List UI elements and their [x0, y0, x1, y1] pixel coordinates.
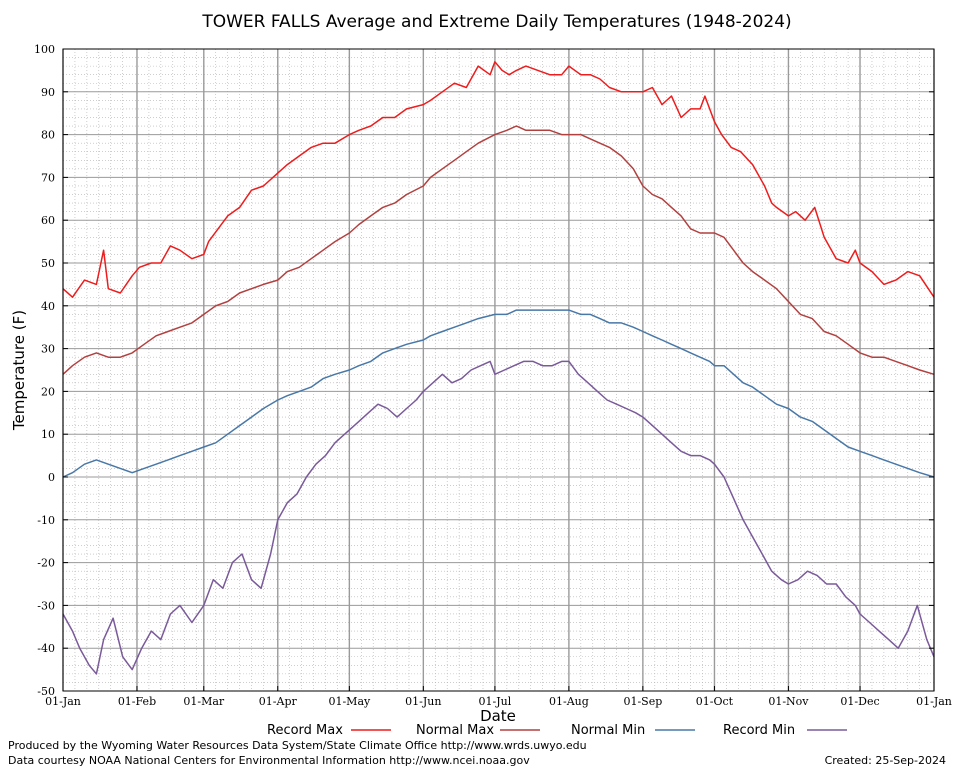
legend-label: Record Min	[723, 723, 795, 738]
x-tick-label: 01-Mar	[183, 695, 225, 708]
plot-frame	[62, 48, 935, 692]
y-tick-label: 70	[41, 171, 55, 184]
legend-label: Record Max	[267, 723, 343, 738]
y-tick-label: -10	[37, 514, 55, 527]
x-tick-label: 01-Sep	[623, 695, 662, 708]
y-tick-label: 50	[41, 257, 55, 270]
y-tick-label: 80	[41, 129, 55, 142]
y-tick-label: -20	[37, 557, 55, 570]
y-tick-label: 20	[41, 385, 55, 398]
y-tick-label: 100	[34, 43, 55, 56]
y-tick-label: 0	[48, 471, 55, 484]
y-tick-label: -40	[37, 642, 55, 655]
x-tick-label: 01-Oct	[696, 695, 734, 708]
x-tick-label: 01-Jul	[479, 695, 512, 708]
x-tick-label: 01-Jun	[405, 695, 441, 708]
x-axis-ticks: 01-Jan 01-Feb 01-Mar 01-Apr 01-May 01-Jun 01-J…	[45, 686, 952, 708]
x-tick-label: 01-Jan	[45, 695, 81, 708]
x-tick-label: 01-Nov	[768, 695, 809, 708]
data-courtesy-note: Data courtesy NOAA National Centers for …	[8, 754, 530, 767]
minor-gridlines	[63, 49, 934, 691]
y-axis-ticks: -50 -40 -30 -20 -10 0 10 20 30 40 50 60 70 80 90 100	[34, 43, 934, 698]
produced-by-note: Produced by the Wyoming Water Resources …	[8, 739, 587, 752]
chart-title: TOWER FALLS Average and Extreme Daily Te…	[201, 12, 791, 32]
created-date: Created: 25-Sep-2024	[825, 754, 946, 767]
x-tick-label: 01-May	[328, 695, 371, 708]
series-line-record-min	[62, 360, 935, 675]
legend: Record Max Normal Max Normal Min Record Min	[267, 723, 847, 738]
y-tick-label: 40	[41, 300, 55, 313]
legend-label: Normal Max	[416, 723, 494, 738]
x-tick-label: 01-Feb	[118, 695, 156, 708]
x-tick-label: 01-Aug	[549, 695, 589, 708]
legend-label: Normal Min	[571, 723, 645, 738]
series-line-normal-min	[62, 309, 935, 478]
x-tick-label: 01-Apr	[259, 695, 298, 708]
x-axis-label: Date	[480, 707, 516, 725]
y-tick-label: -30	[37, 599, 55, 612]
y-tick-label: -50	[37, 685, 55, 698]
y-tick-label: 30	[41, 343, 55, 356]
y-axis-label: Temperature (F)	[10, 310, 28, 431]
x-tick-label: 01-Dec	[840, 695, 879, 708]
x-tick-label: 01-Jan	[916, 695, 952, 708]
series-lines	[62, 61, 935, 675]
series-line-record-max	[62, 61, 935, 298]
y-tick-label: 60	[41, 214, 55, 227]
y-tick-label: 10	[41, 428, 55, 441]
series-line-normal-max	[62, 125, 935, 376]
y-tick-label: 90	[41, 86, 55, 99]
